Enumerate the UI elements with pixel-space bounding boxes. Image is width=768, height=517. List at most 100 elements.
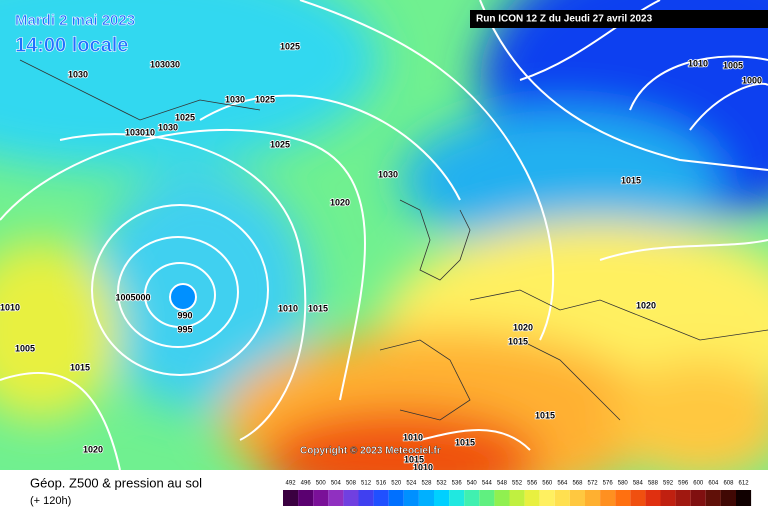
copyright: Copyright © 2023 Meteociel.fr bbox=[300, 446, 441, 457]
legend-label: 528 bbox=[421, 481, 432, 487]
legend-swatch bbox=[464, 490, 480, 506]
legend-label: 496 bbox=[301, 481, 312, 487]
legend-label: 584 bbox=[633, 481, 644, 487]
legend-swatch bbox=[283, 490, 299, 506]
run-info: Run ICON 12 Z du Jeudi 27 avril 2023 bbox=[476, 14, 653, 25]
legend-swatch bbox=[403, 490, 419, 506]
isobar-label: 1015 bbox=[308, 303, 328, 313]
isobar-label: 1015 bbox=[455, 437, 475, 447]
legend-label: 504 bbox=[331, 481, 342, 487]
legend-swatch bbox=[569, 490, 585, 506]
legend-swatch bbox=[660, 490, 676, 506]
legend-label: 524 bbox=[406, 481, 417, 487]
isobar-label: 1015 bbox=[70, 362, 90, 372]
legend-label: 580 bbox=[618, 481, 629, 487]
legend-label: 552 bbox=[512, 481, 523, 487]
legend-label: 540 bbox=[467, 481, 478, 487]
isobar-label: 1010 bbox=[413, 462, 433, 472]
legend-label: 516 bbox=[376, 481, 387, 487]
isobar-label: 1010 bbox=[403, 432, 423, 442]
legend-swatch bbox=[449, 490, 465, 506]
isobar-label: 1020 bbox=[83, 444, 103, 454]
legend-label: 576 bbox=[603, 481, 614, 487]
isobar-label: 1010 bbox=[688, 58, 708, 68]
legend-swatch bbox=[600, 490, 616, 506]
legend-swatch bbox=[388, 490, 404, 506]
isobar-label: 1030 bbox=[158, 122, 178, 132]
legend-swatch bbox=[720, 490, 736, 506]
legend-label: 564 bbox=[557, 481, 568, 487]
legend-label: 612 bbox=[739, 481, 750, 487]
legend-label: 544 bbox=[482, 481, 493, 487]
legend-label: 604 bbox=[708, 481, 719, 487]
legend-swatch bbox=[630, 490, 646, 506]
isobar-label: 990 bbox=[177, 310, 192, 320]
legend-swatch bbox=[328, 490, 344, 506]
isobar-label: 1015 bbox=[508, 336, 528, 346]
legend-label: 508 bbox=[346, 481, 357, 487]
footer-lead: (+ 120h) bbox=[30, 495, 71, 507]
legend-swatch bbox=[358, 490, 374, 506]
isobar-label: 1015 bbox=[404, 454, 424, 464]
isobar-label: 103030 bbox=[150, 59, 180, 69]
legend-swatch bbox=[509, 490, 525, 506]
legend-label: 548 bbox=[497, 481, 508, 487]
isobar-label: 1025 bbox=[175, 112, 195, 122]
legend-swatch bbox=[690, 490, 706, 506]
isobar-label: 1010 bbox=[278, 303, 298, 313]
isobar-label: 1000 bbox=[742, 75, 762, 85]
isobar-label: 1025 bbox=[280, 41, 300, 51]
isobar-label: 1015 bbox=[621, 175, 641, 185]
legend-label: 492 bbox=[286, 481, 297, 487]
legend-label: 608 bbox=[723, 481, 734, 487]
isobar-label: 1030 bbox=[68, 69, 88, 79]
isobar-label: 1005000 bbox=[115, 292, 150, 302]
legend-label: 600 bbox=[693, 481, 704, 487]
legend-swatch bbox=[298, 490, 314, 506]
legend-label: 592 bbox=[663, 481, 674, 487]
isobar-label: 1030 bbox=[225, 94, 245, 104]
isobar-label: 103010 bbox=[125, 127, 155, 137]
isobar-label: 1025 bbox=[270, 139, 290, 149]
isobar-label: 1025 bbox=[255, 94, 275, 104]
date: Mardi 2 mai 2023 bbox=[15, 12, 135, 29]
isobar-label: 1010 bbox=[0, 302, 20, 312]
legend: 492 496 500 504 508 512 516 520 524 528 532 536 540 5… bbox=[283, 481, 752, 506]
legend-label: 568 bbox=[572, 481, 583, 487]
legend-swatch bbox=[554, 490, 570, 506]
time: 14:00 locale bbox=[15, 34, 128, 56]
legend-swatch bbox=[343, 490, 359, 506]
legend-label: 588 bbox=[648, 481, 659, 487]
coastlines bbox=[19, 59, 768, 421]
legend-swatch bbox=[479, 490, 495, 506]
isobar-label: 1020 bbox=[636, 300, 656, 310]
legend-label: 532 bbox=[437, 481, 448, 487]
run-box bbox=[470, 10, 768, 28]
legend-swatch bbox=[313, 490, 329, 506]
legend-label: 512 bbox=[361, 481, 372, 487]
isobar-label: 995 bbox=[177, 324, 192, 334]
legend-swatch bbox=[675, 490, 691, 506]
legend-swatch bbox=[585, 490, 601, 506]
isobar-label: 1030 bbox=[378, 169, 398, 179]
isobar-label: 1005 bbox=[723, 60, 743, 70]
legend-swatch bbox=[434, 490, 450, 506]
legend-label: 556 bbox=[527, 481, 538, 487]
legend-swatch bbox=[539, 490, 555, 506]
legend-swatch bbox=[645, 490, 661, 506]
legend-swatch bbox=[705, 490, 721, 506]
legend-label: 536 bbox=[452, 481, 463, 487]
legend-swatch bbox=[418, 490, 434, 506]
legend-swatch bbox=[615, 490, 631, 506]
legend-swatch bbox=[373, 490, 389, 506]
legend-label: 560 bbox=[542, 481, 553, 487]
legend-label: 520 bbox=[391, 481, 402, 487]
legend-swatch bbox=[524, 490, 540, 506]
footer-title: Géop. Z500 & pression au sol bbox=[30, 475, 202, 490]
isobar-label: 1020 bbox=[513, 322, 533, 332]
legend-swatch bbox=[494, 490, 510, 506]
legend-swatch bbox=[736, 490, 752, 506]
